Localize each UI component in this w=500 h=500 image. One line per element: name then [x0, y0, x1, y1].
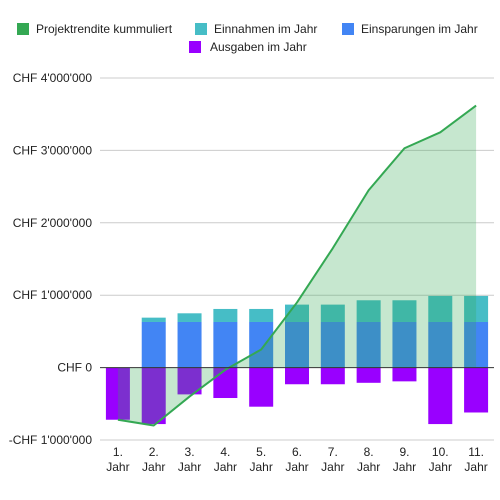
line-projektrendite	[117, 104, 477, 427]
x-tick-label-line: Jahr	[106, 460, 129, 474]
x-tick-label-line: Jahr	[285, 460, 308, 474]
x-tick-label-8: 8. Jahr	[357, 445, 380, 474]
bar-einsparungen-11	[464, 321, 489, 368]
y-tick-label-2: CHF 2'000'000	[13, 216, 93, 230]
x-tick-label-line: Jahr	[429, 460, 452, 474]
bar-einnahmen-3	[177, 313, 202, 322]
x-tick-label-line: 6.	[292, 445, 302, 459]
bar-einnahmen-4	[213, 308, 238, 322]
x-tick-label-line: Jahr	[464, 460, 487, 474]
area-projektrendite	[117, 105, 477, 426]
bar-einsparungen-2	[141, 321, 166, 368]
bar-ausgaben-4	[213, 367, 238, 399]
y-tick-label-4: CHF 0	[57, 361, 92, 375]
x-tick-label-10: 10. Jahr	[429, 445, 452, 474]
bar-ausgaben-5	[249, 367, 274, 407]
gridlines	[100, 77, 494, 441]
legend-swatch-einnahmen	[195, 23, 207, 35]
bar-ausgaben-2	[141, 367, 166, 425]
bar-einsparungen-9	[392, 321, 417, 368]
legend-label-projektrendite: Projektrendite kummuliert	[36, 22, 173, 36]
y-tick-label-1: CHF 3'000'000	[13, 143, 93, 157]
x-tick-label-7: 7. Jahr	[321, 445, 344, 474]
x-tick-label-line: Jahr	[142, 460, 165, 474]
legend-label-einsparungen: Einsparungen im Jahr	[361, 22, 478, 36]
y-tick-label-0: CHF 4'000'000	[13, 71, 93, 85]
x-tick-label-line: Jahr	[250, 460, 273, 474]
legend-swatch-einsparungen	[342, 23, 354, 35]
bar-einsparungen-3	[177, 321, 202, 368]
x-tick-label-line: 3.	[185, 445, 195, 459]
legend-entry-einsparungen[interactable]: Einsparungen im Jahr	[342, 22, 478, 36]
x-tick-label-line: 2.	[149, 445, 159, 459]
bar-ausgaben-11	[464, 367, 489, 413]
bar-einsparungen-10	[428, 321, 453, 368]
x-tick-label-line: 5.	[256, 445, 266, 459]
x-tick-label-11: 11. Jahr	[464, 445, 487, 474]
y-tick-label-3: CHF 1'000'000	[13, 288, 93, 302]
x-tick-label-line: Jahr	[393, 460, 416, 474]
x-tick-label-line: 4.	[220, 445, 230, 459]
bar-ausgaben-7	[320, 367, 345, 385]
x-tick-label-line: 8.	[364, 445, 374, 459]
chart-legend: Projektrendite kummuliert Einnahmen im J…	[17, 22, 478, 54]
bar-einnahmen-5	[249, 308, 274, 322]
legend-entry-projektrendite[interactable]: Projektrendite kummuliert	[17, 22, 173, 36]
bar-einnahmen-11	[464, 295, 489, 322]
x-tick-label-line: Jahr	[214, 460, 237, 474]
x-tick-label-6: 6. Jahr	[285, 445, 308, 474]
bar-einsparungen-7	[320, 321, 345, 368]
bar-einsparungen-8	[356, 321, 381, 368]
bar-ausgaben-1	[105, 367, 130, 420]
x-tick-label-2: 2. Jahr	[142, 445, 165, 474]
x-tick-label-9: 9. Jahr	[393, 445, 416, 474]
bar-einnahmen-10	[428, 295, 453, 322]
bar-ausgaben-6	[285, 367, 309, 385]
bar-ausgaben-9	[392, 367, 417, 382]
x-tick-label-line: 7.	[328, 445, 338, 459]
bar-einnahmen-2	[141, 317, 166, 322]
legend-swatch-ausgaben	[189, 41, 201, 53]
bar-ausgaben-10	[428, 367, 453, 425]
bar-einsparungen-6	[285, 321, 309, 368]
x-tick-label-3: 3. Jahr	[178, 445, 201, 474]
x-tick-label-line: 11.	[468, 445, 484, 459]
legend-entry-ausgaben[interactable]: Ausgaben im Jahr	[189, 40, 307, 54]
bar-einnahmen-9	[392, 300, 417, 322]
bar-ausgaben-8	[356, 367, 381, 383]
legend-label-ausgaben: Ausgaben im Jahr	[210, 40, 307, 54]
x-tick-label-line: Jahr	[321, 460, 344, 474]
y-tick-label-5: -CHF 1'000'000	[9, 433, 93, 447]
legend-entry-einnahmen[interactable]: Einnahmen im Jahr	[195, 22, 317, 36]
x-tick-label-line: 10.	[432, 445, 449, 459]
bar-einnahmen-7	[320, 304, 345, 322]
x-tick-label-line: Jahr	[178, 460, 201, 474]
legend-swatch-projektrendite	[17, 23, 29, 35]
x-tick-label-4: 4. Jahr	[214, 445, 237, 474]
cumulative-area	[117, 104, 477, 427]
x-tick-label-line: 9.	[399, 445, 409, 459]
legend-label-einnahmen: Einnahmen im Jahr	[214, 22, 317, 36]
bar-einsparungen-4	[213, 321, 238, 368]
y-axis-tick-labels: CHF 4'000'000 CHF 3'000'000 CHF 2'000'000 C…	[9, 71, 93, 447]
x-tick-label-5: 5. Jahr	[250, 445, 273, 474]
bar-einnahmen-8	[356, 300, 381, 322]
bars	[105, 295, 489, 425]
x-tick-label-line: Jahr	[357, 460, 380, 474]
bar-einsparungen-5	[249, 321, 274, 368]
x-tick-label-1: 1. Jahr	[106, 445, 129, 474]
x-tick-label-line: 1.	[113, 445, 123, 459]
